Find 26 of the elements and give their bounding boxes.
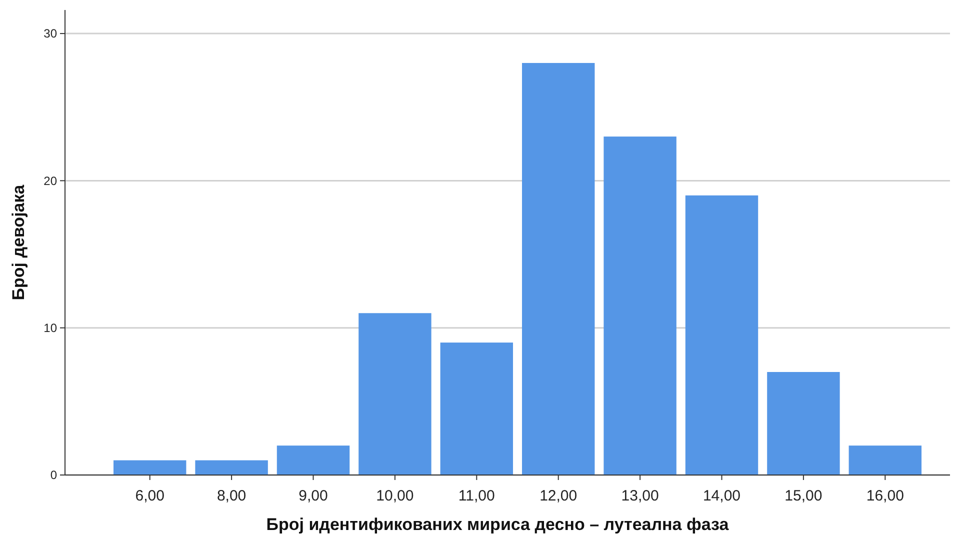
bar xyxy=(195,460,268,475)
y-tick-label: 10 xyxy=(44,321,58,336)
x-tick-label: 16,00 xyxy=(866,487,904,504)
x-tick-label: 11,00 xyxy=(458,487,495,504)
bar xyxy=(522,62,595,475)
x-tick-label: 13,00 xyxy=(621,487,659,504)
x-axis-title: Број идентификованих мириса десно – лутеална фаза xyxy=(266,515,730,534)
y-tick-label: 20 xyxy=(44,174,58,188)
bar xyxy=(685,195,758,475)
x-tick-label: 9,00 xyxy=(298,487,328,504)
x-tick-label: 15,00 xyxy=(784,487,822,504)
bar xyxy=(358,313,432,475)
bar xyxy=(604,136,676,475)
bar xyxy=(113,460,186,475)
x-tick-label: 10,00 xyxy=(376,487,414,504)
bar xyxy=(848,446,922,475)
y-tick-label: 0 xyxy=(50,468,58,482)
y-tick-label: 30 xyxy=(44,26,58,41)
x-tick-label: 12,00 xyxy=(540,487,578,504)
y-axis-title: Број девојака xyxy=(9,184,28,300)
bar xyxy=(440,342,514,475)
x-tick-label: 8,00 xyxy=(216,487,246,504)
x-tick-label: 6,00 xyxy=(135,487,164,504)
bar xyxy=(276,446,350,475)
bar xyxy=(767,372,840,475)
x-tick-label: 14,00 xyxy=(702,487,741,504)
